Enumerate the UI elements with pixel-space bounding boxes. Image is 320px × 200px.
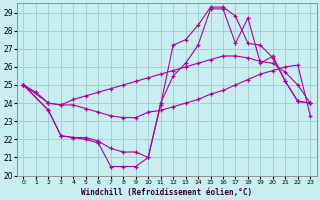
X-axis label: Windchill (Refroidissement éolien,°C): Windchill (Refroidissement éolien,°C) [81, 188, 252, 197]
